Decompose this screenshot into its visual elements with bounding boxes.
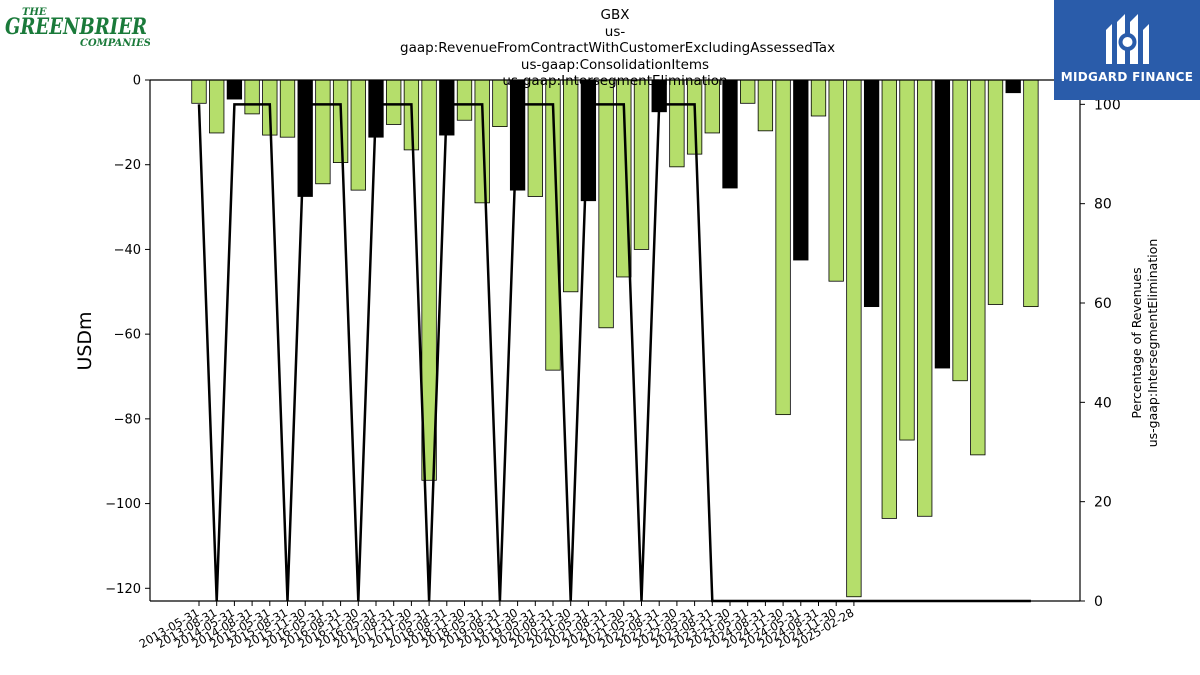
y-axis-label: USDm — [74, 311, 96, 370]
y2-axis-label-line: us-gaap:IntersegmentElimination — [1145, 239, 1160, 448]
y2-tick-label: 20 — [1094, 495, 1112, 511]
quarter-bar — [474, 79, 490, 204]
greenbrier-logo-mark: THE GREENBRIER COMPANIES — [5, 7, 151, 49]
chart-titles: GBX us-gaap:RevenueFromContractWithCusto… — [400, 7, 836, 90]
axes-layer: 0 −20 −40 −60 −80 −100 −120 0 20 40 60 80 100 USDm Per… — [74, 74, 1160, 652]
midgard-finance-logo: MIDGARD FINANCE — [1054, 0, 1200, 100]
quarter-bar — [386, 79, 402, 125]
y2-tick-label: 100 — [1094, 97, 1121, 113]
quarter-bar — [350, 79, 366, 191]
y2-axis-label-line: Percentage of Revenues — [1129, 267, 1144, 418]
quarter-bar — [828, 79, 844, 282]
logo-line-greenbrier: GREENBRIER — [5, 14, 147, 40]
quarter-bar — [563, 79, 579, 293]
quarter-bar — [421, 79, 437, 481]
quarter-bar — [669, 79, 685, 168]
annual-bar — [1005, 79, 1021, 94]
y-tick-label: −100 — [105, 497, 141, 512]
quarter-bar — [244, 79, 260, 115]
annual-bar — [580, 79, 597, 202]
annual-bar — [863, 79, 880, 308]
quarter-bar — [209, 79, 225, 134]
midgard-logo-text: MIDGARD FINANCE — [1060, 70, 1194, 84]
chart-title-concept: us-gaap:RevenueFromContractWithCustomerE… — [400, 23, 836, 57]
y2-tick-label: 40 — [1094, 395, 1112, 411]
quarter-bar — [633, 79, 650, 250]
quarter-bar — [970, 79, 986, 456]
annual-bar — [793, 79, 809, 261]
quarter-bar — [846, 79, 862, 598]
quarter-bar — [1023, 79, 1039, 308]
quarter-bar — [598, 79, 614, 329]
y2-tick-label: 0 — [1094, 594, 1103, 610]
y-tick-label: −20 — [114, 158, 141, 173]
y-tick-label: 0 — [133, 74, 141, 89]
chart-title-member: us-gaap:IntersegmentElimination — [502, 73, 728, 89]
quarter-bar — [917, 79, 933, 517]
quarter-bar — [775, 79, 791, 416]
quarter-bar — [527, 79, 543, 197]
midgard-logo-icon — [1106, 14, 1149, 64]
quarter-bar — [191, 79, 207, 104]
chart-title-ticker: GBX — [600, 7, 630, 23]
y-tick-label: −40 — [114, 243, 141, 258]
annual-bar — [934, 79, 951, 369]
quarter-bar — [952, 79, 968, 382]
annual-bar — [722, 79, 738, 189]
quarter-bar — [899, 79, 915, 441]
greenbrier-logo: THE GREENBRIER COMPANIES — [4, 4, 151, 50]
logo-line-companies: COMPANIES — [80, 38, 150, 49]
quarter-bar — [315, 79, 331, 185]
chart-title-axis: us-gaap:ConsolidationItems — [520, 56, 710, 73]
annual-bar — [226, 79, 243, 100]
y-tick-label: −80 — [114, 412, 141, 427]
quarter-bar — [881, 79, 897, 519]
y-tick-label: −60 — [114, 328, 141, 343]
y2-tick-label: 80 — [1094, 197, 1112, 213]
bars-layer — [191, 79, 1039, 598]
logo-line-the: THE — [22, 7, 47, 18]
y2-axis-label: Percentage of Revenuesus-gaap:Intersegme… — [1129, 239, 1160, 448]
y2-tick-label: 60 — [1094, 296, 1112, 312]
quarter-bar — [987, 79, 1004, 305]
quarter-bar — [279, 79, 296, 138]
y-tick-label: −120 — [105, 582, 141, 597]
